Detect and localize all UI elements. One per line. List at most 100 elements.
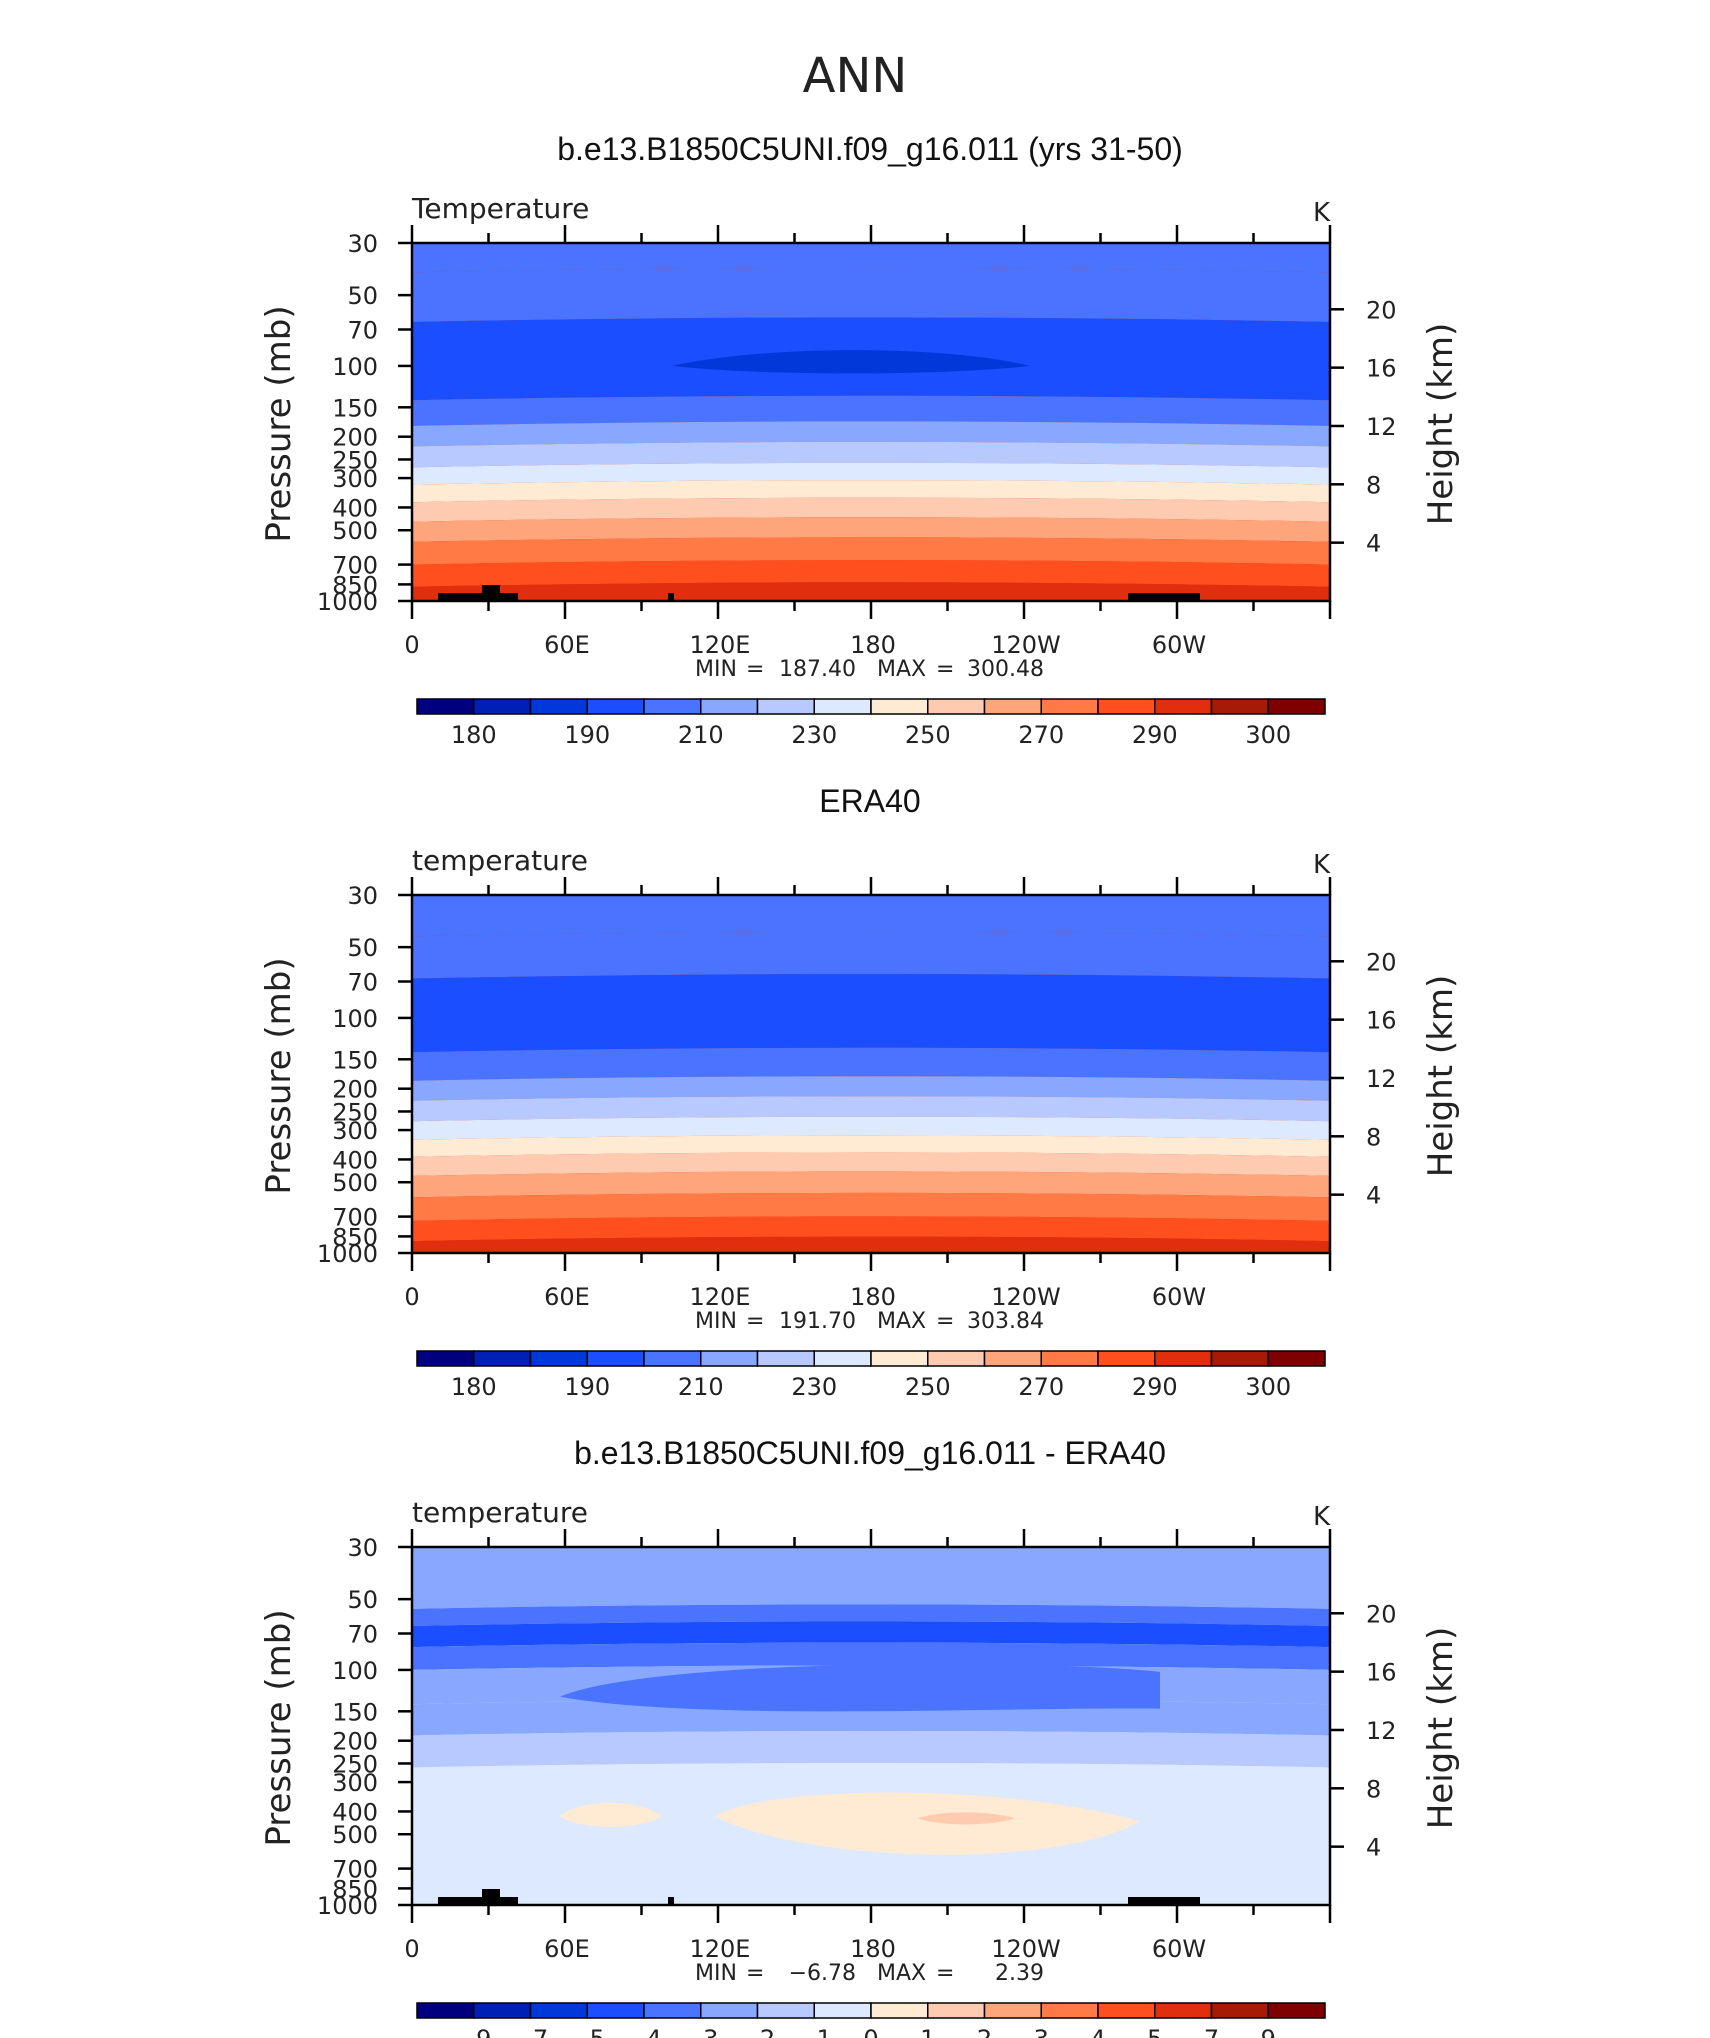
stats-max-label: MAX: [877, 1961, 926, 1986]
colorbar-box: [756, 2002, 815, 2019]
x-tick-label: 0: [404, 1283, 419, 1311]
y-tick-label: 150: [332, 1046, 378, 1074]
contour-feature: [560, 1663, 1160, 1712]
colorbar-box: [927, 1350, 986, 1367]
stats-min-label: MIN: [695, 657, 737, 682]
colorbar-label: 180: [451, 1373, 497, 1401]
panel-model: b.e13.B1850C5UNI.f09_g16.011 (yrs 31-50)…: [259, 131, 1461, 749]
y-tick-label: 400: [332, 494, 378, 522]
contour-band: [412, 1135, 1330, 1157]
y-tick-label: 500: [332, 1821, 378, 1849]
y2-tick-label: 4: [1366, 1834, 1381, 1862]
contour-band: [412, 895, 1330, 937]
topography: [482, 585, 500, 601]
colorbar-label: 3: [1034, 2025, 1049, 2038]
x-tick-label: 0: [404, 1935, 419, 1963]
colorbar-box: [473, 1350, 532, 1367]
colorbar-box: [870, 1350, 929, 1367]
x-tick-label: 60E: [544, 1283, 590, 1311]
y-tick-label: 500: [332, 517, 378, 545]
colorbar-box: [416, 1350, 475, 1367]
y2-tick-label: 4: [1366, 1182, 1381, 1210]
stats-eq: =: [746, 1309, 764, 1334]
y2-tick-label: 16: [1366, 1007, 1397, 1035]
colorbar-box: [756, 698, 815, 715]
x-tick-label: 120W: [991, 1283, 1061, 1311]
colorbar-box: [1267, 698, 1326, 715]
x-tick-label: 60E: [544, 631, 590, 659]
colorbar-box: [586, 698, 645, 715]
contour-band: [412, 1642, 1330, 1670]
stats-eq: =: [936, 657, 954, 682]
colorbar-box: [870, 2002, 929, 2019]
colorbar-box: [927, 2002, 986, 2019]
colorbar-box: [700, 2002, 759, 2019]
contour-band: [412, 1047, 1330, 1081]
contour-band: [412, 1076, 1330, 1101]
colorbar-box: [529, 698, 588, 715]
contour-band: [412, 1730, 1330, 1768]
colorbar-box: [529, 1350, 588, 1367]
y-tick-label: 200: [332, 424, 378, 452]
y-tick-label: 250: [332, 1098, 378, 1126]
topography: [438, 1897, 518, 1905]
colorbar-box: [1097, 1350, 1156, 1367]
y2-tick-label: 8: [1366, 1123, 1381, 1151]
y2-axis-label: Height (km): [1421, 975, 1461, 1178]
contour-band: [412, 1621, 1330, 1648]
colorbar-box: [586, 2002, 645, 2019]
y-tick-label: 150: [332, 394, 378, 422]
x-tick-label: 0: [404, 631, 419, 659]
y2-tick-label: 16: [1366, 1659, 1397, 1687]
y2-tick-label: 12: [1366, 1065, 1397, 1093]
x-tick-label: 180: [850, 1935, 896, 1963]
x-tick-label: 180: [850, 631, 896, 659]
topography: [1128, 1897, 1200, 1905]
y2-tick-label: 8: [1366, 1775, 1381, 1803]
y-tick-label: 300: [332, 1117, 378, 1145]
colorbar-label: 190: [564, 1373, 610, 1401]
colorbar-label: 230: [791, 721, 837, 749]
contour-band: [412, 395, 1330, 426]
y-tick-label: 70: [347, 317, 378, 345]
colorbar-box: [643, 2002, 702, 2019]
units-label: K: [1313, 1502, 1331, 1532]
contour-band: [412, 1192, 1330, 1221]
topography: [668, 1897, 674, 1905]
y-axis-label: Pressure (mb): [259, 305, 299, 542]
x-tick-label: 60W: [1152, 1283, 1206, 1311]
y2-tick-label: 20: [1366, 296, 1397, 324]
colorbar-label: −7: [513, 2025, 548, 2038]
contour-feature: [672, 350, 1030, 374]
colorbar-box: [643, 698, 702, 715]
stats-min-value: 187.40: [779, 657, 856, 682]
topography: [482, 1889, 500, 1905]
contour-band: [412, 1096, 1330, 1122]
y-tick-label: 300: [332, 465, 378, 493]
contour-band: [412, 1216, 1330, 1242]
x-tick-label: 120W: [991, 1935, 1061, 1963]
stats-max-value: 2.39: [995, 1961, 1044, 1986]
y-tick-label: 100: [332, 1005, 378, 1033]
colorbar-box: [813, 2002, 872, 2019]
y-tick-label: 300: [332, 1769, 378, 1797]
colorbar-box: [1210, 2002, 1269, 2019]
panel-title: b.e13.B1850C5UNI.f09_g16.011 (yrs 31-50): [557, 131, 1183, 167]
panel-title: b.e13.B1850C5UNI.f09_g16.011 - ERA40: [574, 1435, 1166, 1471]
panel-title: ERA40: [819, 783, 920, 819]
colorbar-box: [983, 698, 1042, 715]
colorbar-label: 2: [977, 2025, 992, 2038]
colorbar-box: [1154, 2002, 1213, 2019]
colorbar-label: 5: [1147, 2025, 1162, 2038]
x-tick-label: 60W: [1152, 1935, 1206, 1963]
contour-band: [412, 1116, 1330, 1140]
contour-band: [412, 1171, 1330, 1198]
y-tick-label: 400: [332, 1798, 378, 1826]
colorbar-label: 210: [678, 721, 724, 749]
topography: [668, 593, 674, 601]
stats-eq: =: [746, 1961, 764, 1986]
colorbar-label: −1: [797, 2025, 832, 2038]
stats-min-label: MIN: [695, 1309, 737, 1334]
colorbar-box: [700, 1350, 759, 1367]
